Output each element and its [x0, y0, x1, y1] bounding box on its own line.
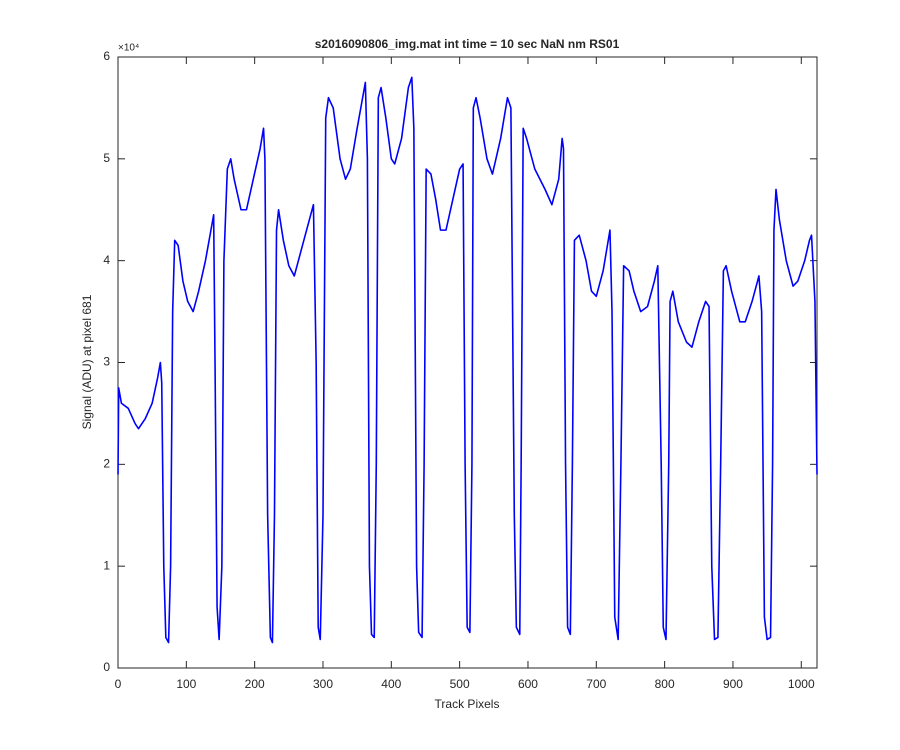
x-tick-label: 500 — [450, 677, 470, 691]
x-tick-label: 1000 — [788, 677, 815, 691]
y-tick-label: 4 — [103, 253, 110, 267]
y-tick-label: 2 — [103, 457, 110, 471]
y-tick-label: 5 — [103, 151, 110, 165]
y-axis-label: Signal (ADU) at pixel 681 — [80, 294, 94, 429]
x-tick-label: 800 — [655, 677, 675, 691]
x-tick-label: 600 — [518, 677, 538, 691]
chart-title: s2016090806_img.mat int time = 10 sec Na… — [315, 37, 620, 51]
x-tick-label: 0 — [115, 677, 122, 691]
y-tick-label: 1 — [103, 558, 110, 572]
x-axis-label: Track Pixels — [435, 697, 500, 711]
y-tick-label: 3 — [103, 355, 110, 369]
x-tick-label: 400 — [381, 677, 401, 691]
x-tick-label: 900 — [723, 677, 743, 691]
data-line — [117, 76, 818, 644]
y-exponent-label: ×10⁴ — [118, 43, 139, 54]
x-tick-label: 700 — [586, 677, 606, 691]
x-tick-label: 200 — [245, 677, 265, 691]
y-tick-label: 0 — [103, 660, 110, 674]
y-tick-label: 6 — [103, 49, 110, 63]
plot-frame — [117, 56, 818, 669]
x-tick-label: 100 — [176, 677, 196, 691]
x-tick-label: 300 — [313, 677, 333, 691]
